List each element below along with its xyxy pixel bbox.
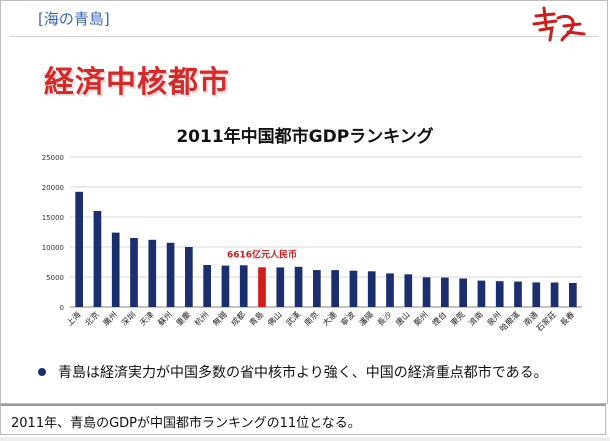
header-divider [10, 36, 598, 37]
bar [148, 239, 157, 307]
bar [404, 274, 413, 307]
y-tick-label: 15000 [42, 214, 64, 222]
footer-bar: 2011年、青島のGDPが中国都市ランキングの11位となる。 [0, 404, 606, 435]
x-tick-label: 無錫 [210, 309, 228, 327]
x-tick-label: 重慶 [174, 309, 192, 327]
x-tick-label: 廣州 [101, 309, 119, 327]
x-tick-label: 天津 [137, 309, 155, 327]
y-tick-label: 0 [60, 304, 64, 312]
bar [550, 282, 559, 307]
slide-title: 経済中核都市 [44, 65, 230, 100]
bar [111, 232, 120, 307]
bullet-point: 青島は経済実力が中国多数の省中核市より強く、中国の経済重点都市である。 [38, 362, 548, 382]
x-tick-label: 長沙 [376, 310, 394, 328]
bar [532, 282, 541, 307]
bar [130, 238, 138, 307]
x-tick-label: 大連 [320, 309, 338, 327]
bar [294, 266, 303, 307]
bar [75, 191, 83, 307]
x-tick-label: 石家莊 [534, 309, 558, 333]
bar [569, 283, 577, 307]
y-tick-label: 5000 [46, 274, 64, 282]
bar [459, 278, 467, 307]
x-tick-label: 蘇州 [156, 309, 174, 327]
x-tick-label: 煙台 [430, 309, 448, 327]
x-tick-label: 東莞 [448, 309, 466, 327]
x-tick-label: 濟南 [466, 309, 484, 327]
x-tick-label: 青島 [247, 309, 265, 327]
bar [93, 211, 102, 307]
x-tick-label: 寧波 [338, 309, 356, 327]
bar [386, 273, 394, 307]
header-tag: [海の青島] [38, 10, 110, 28]
bullet-dot-icon [38, 368, 46, 376]
x-tick-label: 唐山 [393, 309, 411, 327]
x-tick-label: 深圳 [119, 309, 137, 327]
qingdao-logo [532, 6, 586, 42]
bar [276, 267, 285, 307]
x-tick-label: 成都 [229, 309, 247, 327]
bar [514, 281, 522, 307]
bar [331, 270, 339, 307]
chart-title: 2011年中国都市GDPランキング [176, 127, 434, 147]
x-tick-label: 哈爾濱 [497, 309, 521, 333]
x-tick-label: 鄭州 [412, 309, 430, 327]
bar [495, 281, 504, 307]
footer-text: 2011年、青島のGDPが中国都市ランキングの11位となる。 [11, 416, 361, 431]
x-tick-label: 佛山 [265, 309, 283, 327]
x-tick-label: 長春 [558, 309, 576, 327]
x-tick-label: 杭州 [192, 309, 210, 327]
x-tick-label: 南京 [302, 309, 320, 327]
bar [166, 242, 175, 307]
y-tick-label: 10000 [42, 244, 64, 252]
x-tick-label: 瀋陽 [357, 309, 375, 327]
y-tick-label: 25000 [42, 154, 64, 162]
bar [422, 277, 431, 307]
bar [203, 265, 211, 307]
x-tick-label: 上海 [64, 309, 82, 327]
x-tick-label: 武漢 [284, 309, 302, 327]
bar [313, 270, 321, 307]
bar [477, 280, 486, 307]
slide-frame [0, 0, 608, 404]
bar [258, 267, 266, 307]
bar [185, 247, 193, 307]
bar [441, 277, 449, 307]
y-tick-label: 20000 [42, 184, 64, 192]
bullet-text: 青島は経済実力が中国多数の省中核市より強く、中国の経済重点都市である。 [58, 365, 548, 381]
highlight-annotation: 6616亿元人民币 [227, 248, 297, 260]
bar [221, 265, 230, 307]
x-tick-label: 北京 [82, 309, 100, 327]
footer-strip [0, 437, 610, 441]
bar [349, 270, 358, 307]
bar [367, 271, 376, 307]
bar [239, 265, 248, 307]
